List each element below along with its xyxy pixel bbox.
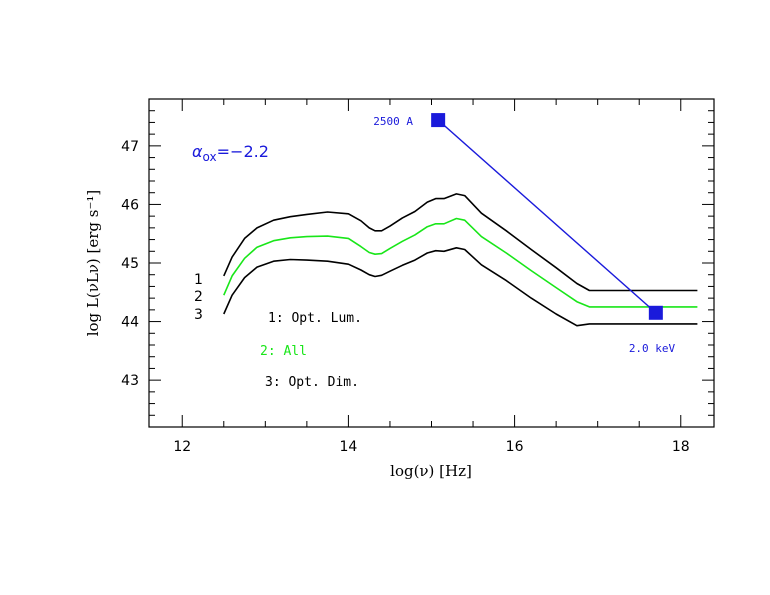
y-tick-label: 43 [121, 373, 139, 389]
y-tick-label: 47 [121, 139, 139, 155]
series-line-3 [223, 247, 698, 327]
x-tick-label: 18 [672, 439, 690, 455]
legend-item-1: 1: Opt. Lum. [268, 311, 362, 326]
y-axis-title: log L(νLν) [erg s⁻¹] [84, 190, 102, 337]
series-line-1 [223, 193, 698, 292]
ox-point-label-2500a: 2500 A [373, 115, 413, 128]
x-tick-label: 12 [173, 439, 191, 455]
curve-label-1: 1 [194, 272, 203, 288]
legend-item-2: 2: All [260, 344, 307, 359]
y-tick-label: 44 [121, 315, 139, 331]
curve-label-3: 3 [194, 307, 203, 323]
alpha-ox-line [437, 119, 657, 314]
alpha-ox-layer [431, 113, 663, 320]
x-tick-label: 14 [339, 439, 357, 455]
x-axis-title: log(ν) [Hz] [390, 462, 472, 480]
tick-labels: 12 14 16 18 43 44 45 46 47 [121, 139, 690, 455]
axis-ticks [149, 99, 714, 427]
series-layer [223, 193, 698, 327]
y-tick-label: 46 [121, 197, 139, 213]
curve-label-2: 2 [194, 289, 203, 305]
alpha-symbol: α [192, 142, 203, 161]
x-tick-label: 16 [506, 439, 524, 455]
alpha-ox-marker-2 [648, 305, 663, 320]
alpha-value: =−2.2 [217, 142, 269, 161]
alpha-ox-marker-1 [431, 113, 446, 128]
y-tick-label: 45 [121, 256, 139, 272]
ox-point-label-2kev: 2.0 keV [629, 342, 676, 355]
alpha-ox-annotation: αox=−2.2 [192, 142, 269, 164]
alpha-subscript: ox [203, 150, 217, 164]
legend-item-3: 3: Opt. Dim. [265, 375, 359, 390]
series-line-2 [223, 217, 698, 308]
